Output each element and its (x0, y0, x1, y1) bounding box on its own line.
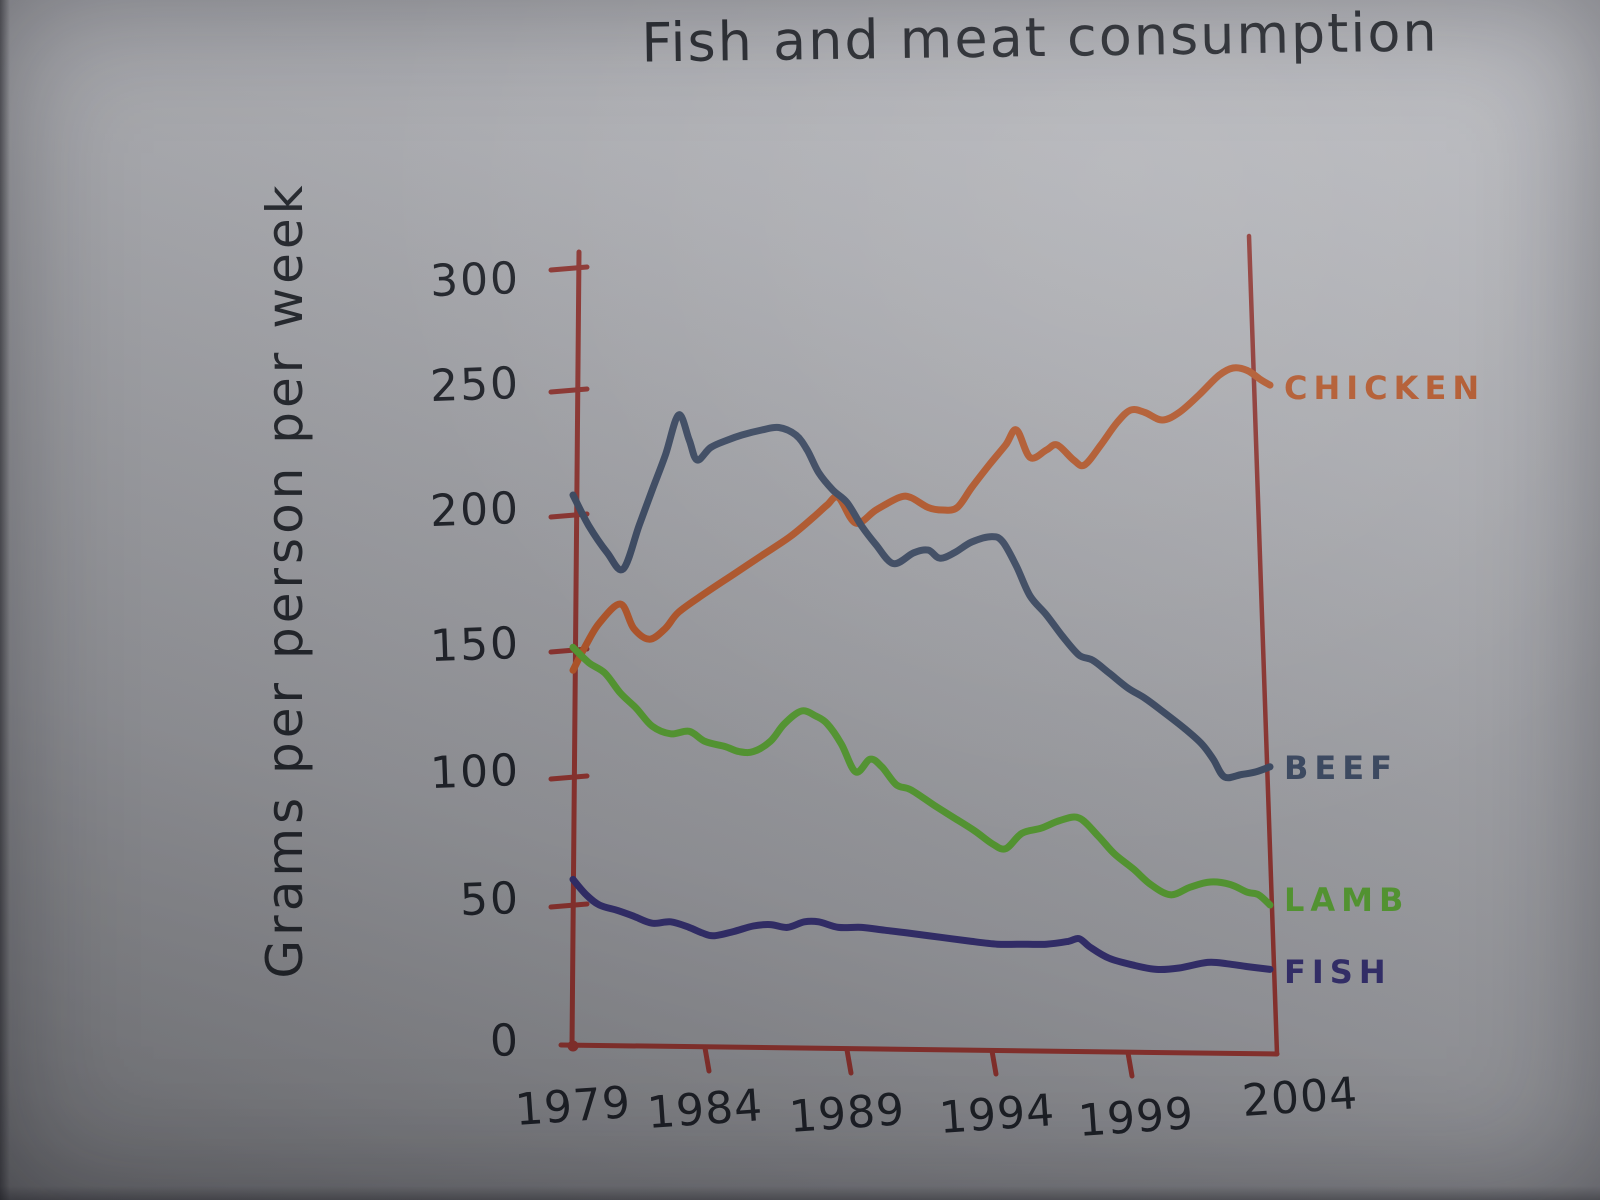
y-tick-label-150: 150 (429, 618, 521, 672)
x-tick-label-2004: 2004 (1240, 1068, 1359, 1127)
y-tick-label-250: 250 (429, 358, 521, 412)
x-axis-line (558, 1042, 1280, 1057)
right-border-line (1246, 233, 1280, 1057)
x-tick-1999 (1125, 1050, 1135, 1079)
x-tick-1989 (844, 1047, 854, 1076)
series-label-fish: FISH (1284, 953, 1392, 991)
series-label-beef: BEEF (1284, 749, 1398, 787)
y-tick-label-0: 0 (489, 1015, 521, 1067)
series-label-lamb: LAMB (1284, 881, 1409, 919)
y-tick-label-300: 300 (429, 253, 521, 307)
origin-dot (567, 1040, 579, 1052)
series-label-chicken: CHICKEN (1284, 369, 1485, 407)
x-tick-label-1989: 1989 (787, 1084, 906, 1143)
x-tick-label-1979: 1979 (513, 1077, 632, 1136)
y-tick-50 (548, 901, 590, 910)
y-tick-300 (548, 264, 590, 273)
series-line-fish (569, 875, 1274, 974)
y-tick-label-100: 100 (429, 745, 521, 799)
series-line-beef (569, 411, 1274, 782)
x-tick-label-1999: 1999 (1076, 1088, 1195, 1147)
series-line-chicken (569, 364, 1274, 674)
y-tick-100 (548, 773, 590, 782)
x-tick-1984 (702, 1045, 712, 1074)
x-tick-label-1984: 1984 (645, 1080, 764, 1139)
series-line-lamb (569, 643, 1274, 909)
y-tick-label-200: 200 (429, 483, 521, 537)
y-tick-label-50: 50 (459, 873, 521, 926)
x-tick-1994 (989, 1048, 999, 1077)
y-tick-250 (548, 386, 590, 395)
x-tick-label-1994: 1994 (937, 1085, 1056, 1144)
